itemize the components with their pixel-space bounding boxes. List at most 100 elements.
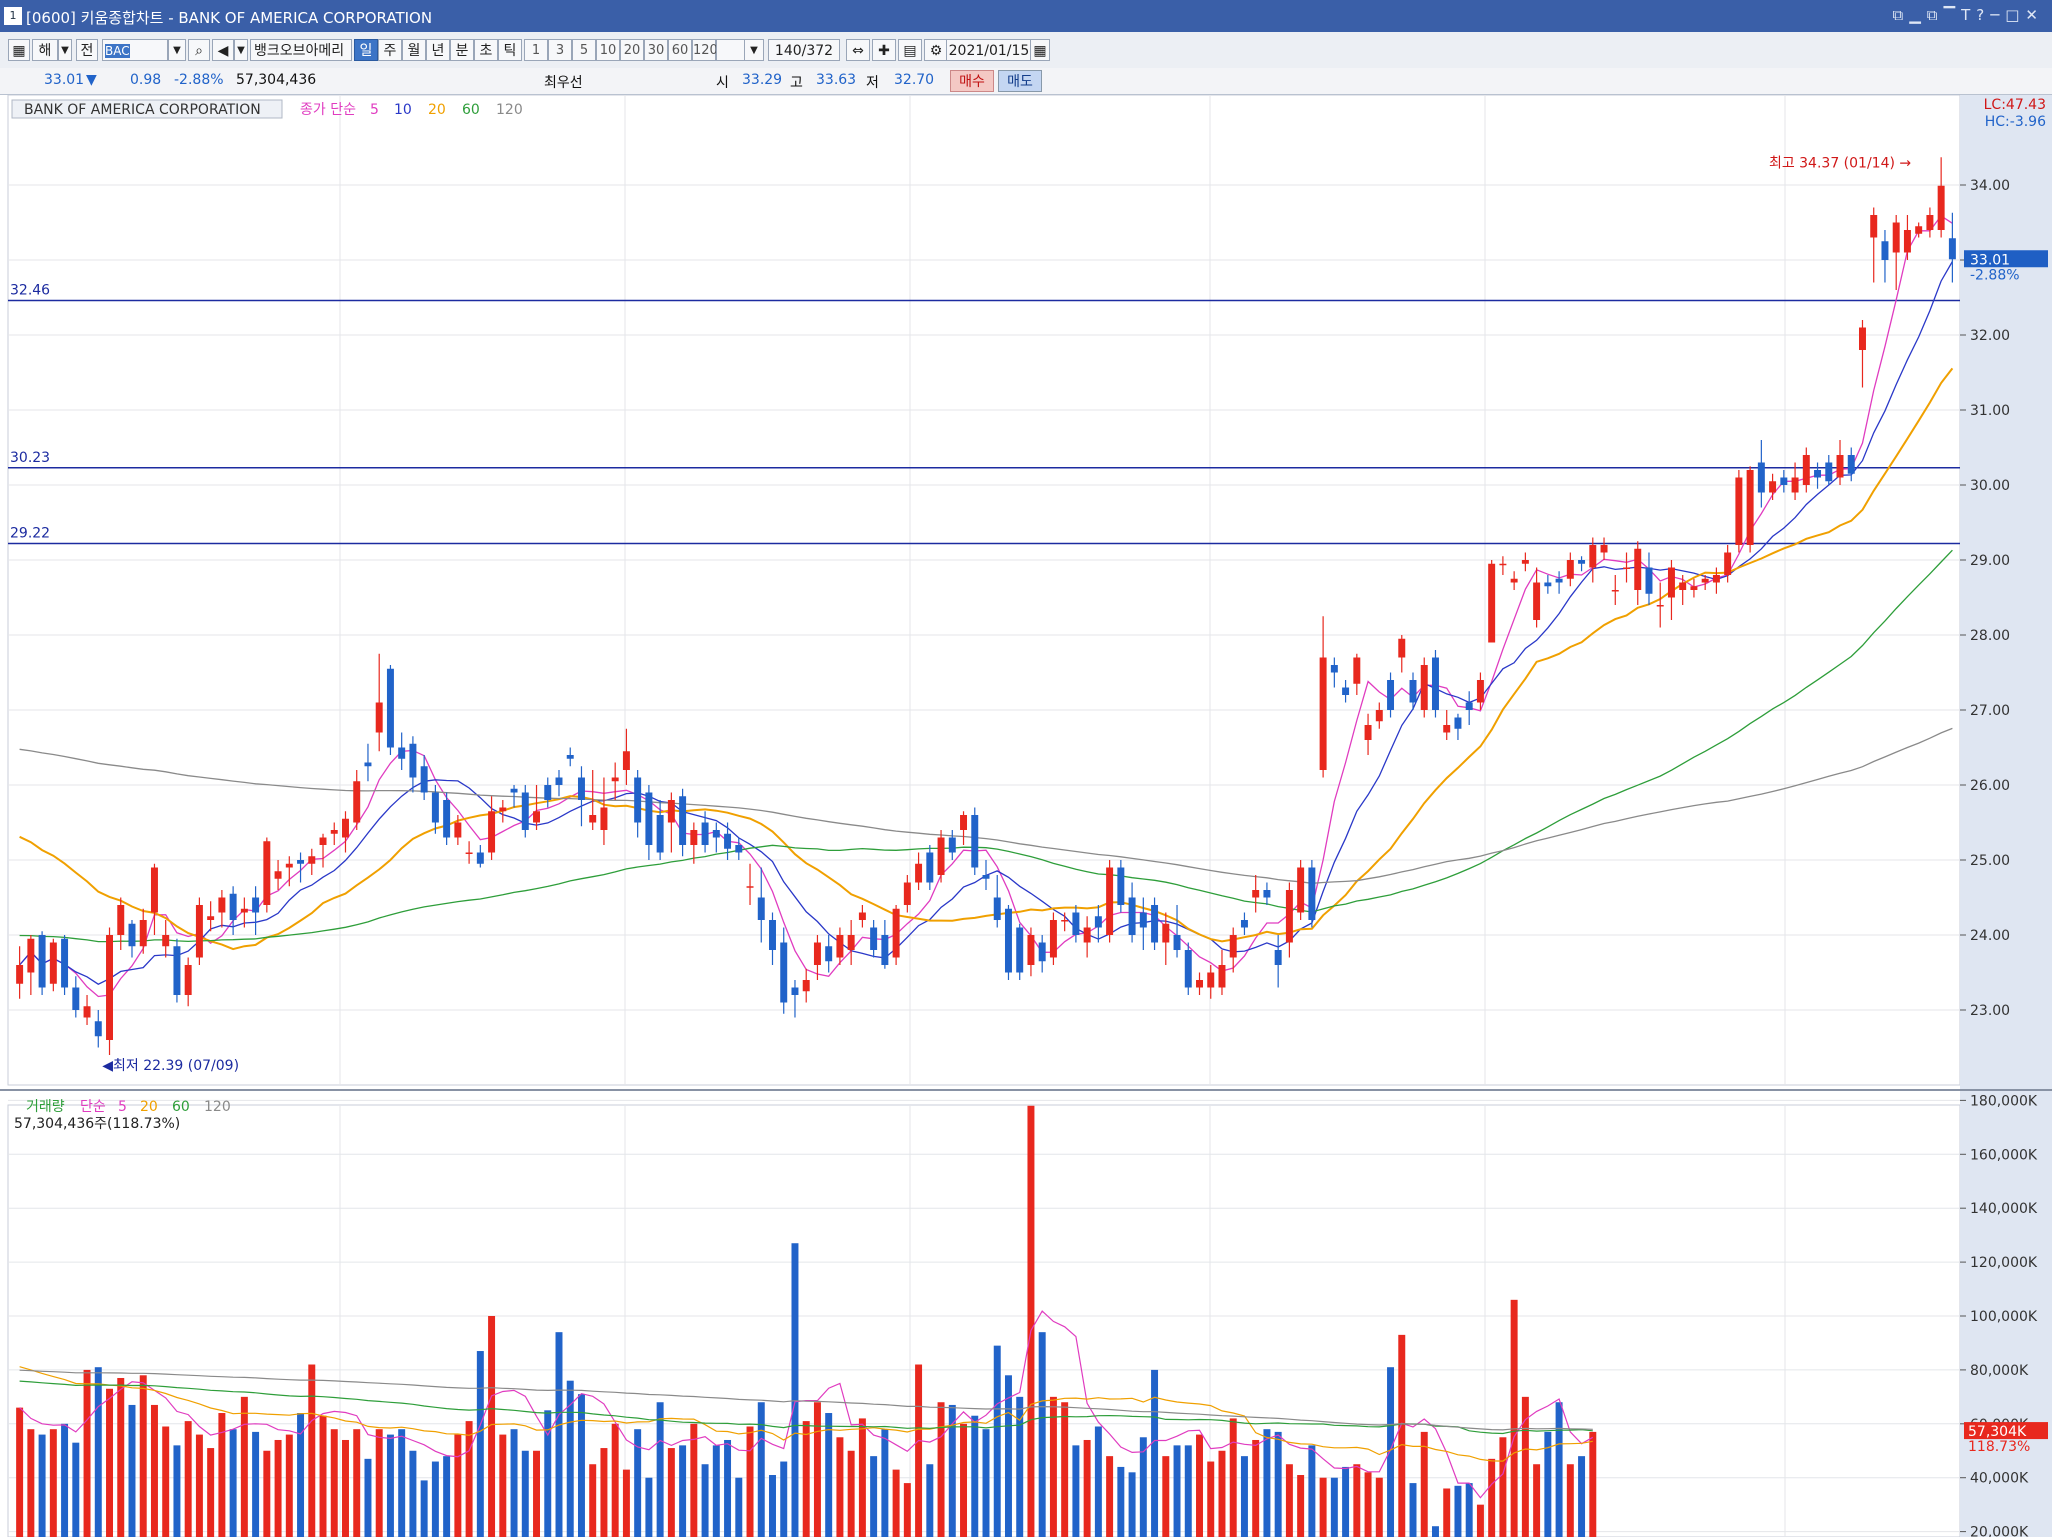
settings-gear-icon[interactable]: ⚙ [924,39,948,61]
volume-bar-109 [1240,1456,1248,1537]
win-max-icon[interactable]: □ [2005,6,2026,24]
help-icon[interactable]: ? [1976,6,1991,24]
interval-button-60[interactable]: 60 [668,39,692,61]
ma60-line [19,549,1953,943]
candle-body-108 [1229,935,1237,958]
candle-body-38 [443,800,451,838]
search-icon[interactable]: ⌕ [188,39,210,61]
candle-body-155 [1757,462,1765,493]
candle-body-95 [1083,927,1091,943]
volume-bar-57 [656,1402,664,1537]
volume-bar-122 [1387,1367,1395,1537]
candle-body-128 [1454,717,1462,729]
symbol-dropdown-icon[interactable]: ▼ [168,39,186,61]
symbol-input[interactable]: BAC [102,39,168,61]
calendar-icon[interactable]: ▦ [1030,39,1050,61]
candle-body-135 [1533,582,1541,620]
candle-body-51 [589,815,597,823]
volume-bar-110 [1252,1439,1260,1537]
date-input[interactable]: 2021/01/15 [946,39,1032,61]
interval-button-30[interactable]: 30 [644,39,668,61]
window-controls[interactable]: ⧉▁⧉▔T?─□✕ [1893,6,2044,24]
volume-bar-92 [1049,1396,1057,1537]
interval-dropdown-icon[interactable]: ▼ [744,39,764,61]
interval-button-3[interactable]: 3 [548,39,572,61]
period-button-2[interactable]: 월 [402,39,426,61]
volume-bar-86 [982,1429,990,1537]
prev-button[interactable]: 전 [76,39,98,61]
candle-body-118 [1342,687,1350,695]
interval-button-5[interactable]: 5 [572,39,596,61]
candle-body-171 [1937,185,1945,230]
volume-bar-127 [1443,1488,1451,1537]
period-button-4[interactable]: 분 [450,39,474,61]
volume-bar-60 [690,1423,698,1537]
volume-bar-68 [780,1461,788,1537]
buy-button[interactable]: 매수 [950,70,994,92]
chart-title: BANK OF AMERICA CORPORATION [24,102,261,118]
maximize-icon[interactable]: ⧉ [1926,6,1944,24]
candle-body-111 [1263,890,1271,898]
candle-body-5 [72,987,80,1010]
sound-icon[interactable]: ◀ [212,39,234,61]
candle-body-109 [1240,920,1248,928]
ytick-label-6: 28.00 [1970,628,2010,644]
interval-button-120[interactable]: 120 [692,39,718,61]
candle-body-35 [409,743,417,778]
period-button-3[interactable]: 년 [426,39,450,61]
volume-bar-48 [555,1332,563,1537]
candle-body-104 [1184,950,1192,988]
crosshair-icon[interactable]: ✚ [872,39,896,61]
period-button-6[interactable]: 틱 [498,39,522,61]
candle-body-97 [1106,867,1114,935]
candle-body-123 [1398,638,1406,658]
count-input[interactable]: 140/372 [768,39,840,61]
volume-bar-100 [1139,1437,1147,1537]
candle-body-4 [61,938,69,988]
restore-icon[interactable]: ⧉ [1892,6,1910,24]
interval-button-20[interactable]: 20 [620,39,644,61]
app-icon[interactable]: 1 [4,7,22,25]
price-change: 0.98 [130,72,162,88]
ytick-label-11: 23.00 [1970,1003,2010,1019]
candle-body-117 [1330,665,1338,673]
candle-body-131 [1488,563,1496,643]
volume-bar-111 [1263,1429,1271,1537]
period-button-0[interactable]: 일 [354,39,378,61]
volume-bar-99 [1128,1472,1136,1537]
candle-body-2 [38,935,46,988]
hc-label: HC:-3.96 [1985,114,2046,130]
zoom-icon[interactable]: ⇔ [846,39,870,61]
save-icon[interactable]: ▤ [898,39,922,61]
pin-icon[interactable]: ▔ [1943,6,1962,24]
candle-body-24 [285,863,293,868]
candle-body-158 [1791,477,1799,493]
title-box [11,99,283,119]
win-min-icon[interactable]: ─ [1990,6,2006,24]
sound-dropdown-icon[interactable]: ▼ [234,39,248,61]
volume-bar-90 [1027,1105,1035,1537]
period-button-5[interactable]: 초 [474,39,498,61]
volume-bar-52 [600,1448,608,1537]
period-button-1[interactable]: 주 [378,39,402,61]
market-button[interactable]: 해 [32,39,58,61]
vol-ma20-line [19,1366,1593,1462]
vol-legend-label: 단순 [80,1099,106,1115]
candle-body-81 [926,852,934,883]
vol-legend-5: 5 [118,1099,127,1115]
layout-icon[interactable]: ▦ [8,39,30,61]
close-icon[interactable]: ✕ [2025,6,2044,24]
market-dropdown-icon[interactable]: ▼ [58,39,72,61]
interval-button-10[interactable]: 10 [596,39,620,61]
minimize-icon[interactable]: ▁ [1909,6,1927,24]
interval-button-1[interactable]: 1 [524,39,548,61]
sell-button[interactable]: 매도 [998,70,1042,92]
candle-body-157 [1780,477,1788,485]
text-icon[interactable]: T [1961,6,1977,24]
volume-bar-71 [813,1402,821,1537]
candle-body-103 [1173,935,1181,950]
candle-body-112 [1274,950,1282,965]
volume-bar-66 [757,1402,765,1537]
